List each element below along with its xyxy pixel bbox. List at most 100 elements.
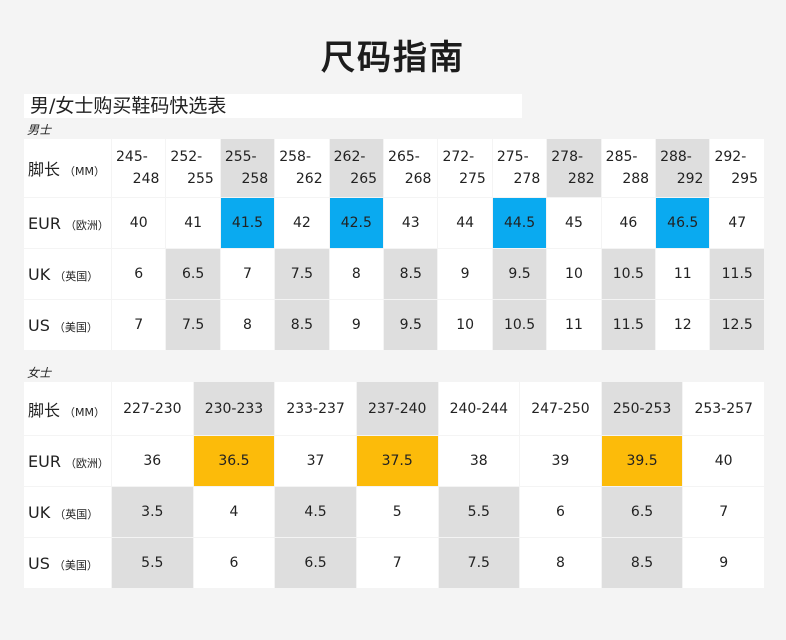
foot-unit-label: （MM）	[64, 405, 105, 419]
us-size-cell: 8.5	[601, 538, 683, 588]
eur-size-cell: 41	[166, 198, 220, 248]
uk-size-cell: 11	[656, 249, 710, 299]
us-size-cell: 10.5	[492, 300, 547, 350]
foot-length-cell: 240-244	[438, 382, 520, 435]
subtitle-background	[24, 94, 522, 118]
us-size-cell: 5.5	[112, 538, 193, 588]
foot-label: 脚长	[28, 160, 61, 179]
uk-size-cell: 6	[112, 249, 166, 299]
foot-row-header: 脚长 （MM）	[24, 382, 111, 435]
uk-size-cell: 3.5	[112, 487, 193, 537]
range-end: 292	[676, 171, 704, 187]
us-row: US （美国） 7 7.5 8 8.5 9 9.5 10 10.5 11 11.5 12 12.5	[24, 300, 764, 350]
us-size-cell: 12.5	[710, 300, 764, 350]
uk-label: UK	[28, 264, 51, 284]
foot-length-cell: 253-257	[683, 382, 764, 435]
uk-size-cell: 8	[329, 249, 384, 299]
page-title: 尺码指南	[321, 38, 465, 78]
range-start: 278-	[551, 149, 584, 165]
foot-length-cell: 262- 265	[329, 139, 384, 197]
us-size-cell: 8	[220, 300, 275, 350]
us-size-cell: 6	[193, 538, 275, 588]
us-size-cell: 9	[683, 538, 764, 588]
women-size-table: 脚长 （MM） 227-230 230-233 233-237 237-240 240-24…	[23, 381, 765, 589]
eur-size-cell: 43	[384, 198, 438, 248]
eur-row: EUR （欧洲） 36 36.5 37 37.5 38 39 39.5 40	[24, 436, 764, 486]
us-size-cell: 12	[656, 300, 710, 350]
eur-size-cell: 39	[520, 436, 601, 486]
us-size-cell: 8.5	[275, 300, 329, 350]
range-end: 278	[513, 171, 541, 187]
eur-label: EUR	[28, 451, 61, 471]
foot-length-row: 脚长 （MM） 245- 248 252- 255 255- 258 258- 262 262- 26…	[24, 139, 764, 197]
uk-size-cell: 10.5	[601, 249, 656, 299]
foot-length-cell: 275- 278	[492, 139, 547, 197]
range-end: 295	[731, 171, 758, 187]
uk-row-header: UK （英国）	[24, 487, 111, 537]
uk-unit-label: （英国）	[54, 507, 99, 521]
range-start: 272-	[442, 149, 475, 165]
eur-size-cell: 44.5	[492, 198, 547, 248]
women-section-label: 女士	[27, 366, 52, 380]
foot-length-cell: 285- 288	[601, 139, 656, 197]
range-end: 248	[132, 171, 160, 187]
uk-row: UK （英国） 6 6.5 7 7.5 8 8.5 9 9.5 10 10.5 11 11.5	[24, 249, 764, 299]
range-start: 262-	[333, 149, 366, 165]
range-start: 292-	[714, 149, 747, 165]
eur-size-cell: 44	[438, 198, 492, 248]
us-size-cell: 11.5	[601, 300, 656, 350]
eur-unit-label: （欧洲）	[64, 456, 109, 470]
eur-size-cell: 38	[438, 436, 520, 486]
uk-size-cell: 5.5	[438, 487, 520, 537]
us-size-cell: 9.5	[384, 300, 438, 350]
eur-size-cell: 45	[547, 198, 601, 248]
uk-row: UK （英国） 3.5 4 4.5 5 5.5 6 6.5 7	[24, 487, 764, 537]
range-start: 265-	[388, 149, 420, 165]
eur-size-cell: 36.5	[193, 436, 275, 486]
uk-size-cell: 7	[220, 249, 275, 299]
foot-length-cell: 272- 275	[438, 139, 492, 197]
range-end: 255	[187, 171, 214, 187]
us-row: US （美国） 5.5 6 6.5 7 7.5 8 8.5 9	[24, 538, 764, 588]
page-subtitle: 男/女士购买鞋码快选表	[30, 95, 227, 117]
range-start: 255-	[224, 149, 257, 165]
eur-size-cell: 47	[710, 198, 764, 248]
us-row-header: US （美国）	[24, 300, 111, 350]
eur-size-cell: 40	[112, 198, 166, 248]
foot-length-cell: 292- 295	[710, 139, 764, 197]
uk-size-cell: 9	[438, 249, 492, 299]
uk-size-cell: 6.5	[166, 249, 220, 299]
us-label: US	[28, 553, 50, 573]
range-start: 285-	[605, 149, 638, 165]
us-size-cell: 7.5	[438, 538, 520, 588]
us-size-cell: 7.5	[166, 300, 220, 350]
us-unit-label: （美国）	[53, 558, 98, 572]
eur-row-header: EUR （欧洲）	[24, 436, 111, 486]
uk-size-cell: 6.5	[601, 487, 683, 537]
uk-size-cell: 4	[193, 487, 275, 537]
foot-label: 脚长	[28, 400, 61, 420]
foot-length-cell: 258- 262	[275, 139, 329, 197]
eur-size-cell: 40	[683, 436, 764, 486]
range-end: 258	[241, 171, 269, 187]
foot-length-row: 脚长 （MM） 227-230 230-233 233-237 237-240 240-24…	[24, 382, 764, 435]
foot-length-cell: 237-240	[356, 382, 438, 435]
us-size-cell: 6.5	[275, 538, 356, 588]
foot-length-cell: 255- 258	[220, 139, 275, 197]
eur-size-cell: 42.5	[329, 198, 384, 248]
eur-size-cell: 46.5	[656, 198, 710, 248]
foot-length-cell: 247-250	[520, 382, 601, 435]
range-start: 258-	[279, 149, 311, 165]
range-end: 265	[350, 171, 378, 187]
uk-size-cell: 7	[683, 487, 764, 537]
range-end: 282	[567, 171, 595, 187]
range-start: 252-	[170, 149, 203, 165]
range-end: 288	[622, 171, 650, 187]
us-size-cell: 11	[547, 300, 601, 350]
uk-size-cell: 4.5	[275, 487, 356, 537]
range-start: 288-	[660, 149, 692, 165]
foot-length-cell: 233-237	[275, 382, 356, 435]
uk-size-cell: 8.5	[384, 249, 438, 299]
foot-length-cell: 265- 268	[384, 139, 438, 197]
uk-size-cell: 10	[547, 249, 601, 299]
